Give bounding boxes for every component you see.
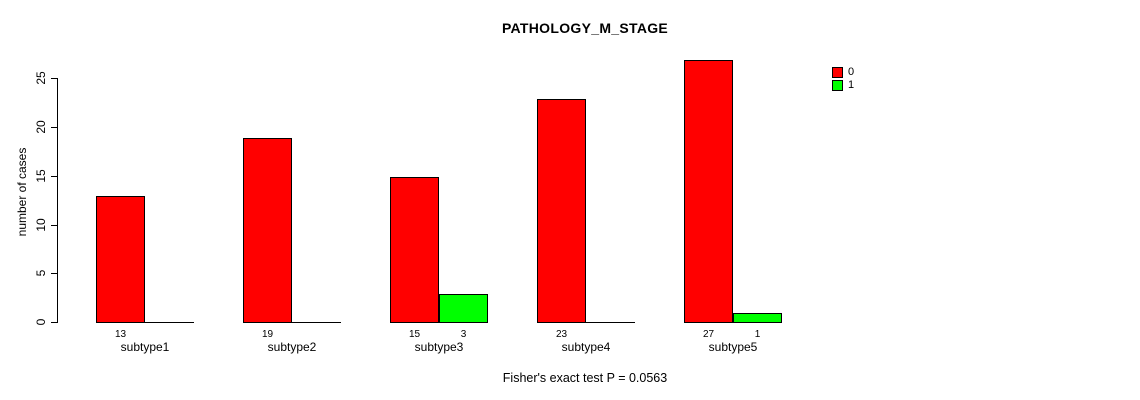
category-label-subtype2: subtype2 bbox=[267, 340, 317, 354]
value-label-0-subtype1: 13 bbox=[114, 329, 127, 340]
legend-swatch-0 bbox=[832, 67, 843, 78]
bar-1-subtype3 bbox=[439, 294, 488, 323]
y-axis-tick bbox=[51, 322, 57, 323]
y-axis-tick bbox=[51, 78, 57, 79]
y-axis-tick bbox=[51, 273, 57, 274]
y-tick-label: 25 bbox=[34, 71, 48, 85]
value-label-0-subtype5: 27 bbox=[702, 329, 715, 340]
category-label-subtype5: subtype5 bbox=[708, 340, 758, 354]
bar-0-subtype1 bbox=[96, 196, 145, 323]
value-label-1-subtype3: 3 bbox=[460, 329, 467, 340]
y-tick-label: 10 bbox=[34, 218, 48, 232]
y-tick-label: 15 bbox=[34, 169, 48, 183]
y-tick-label: 20 bbox=[34, 120, 48, 134]
bar-0-subtype2 bbox=[243, 138, 292, 323]
bar-0-subtype5 bbox=[684, 60, 733, 323]
x-baseline-subtype1 bbox=[96, 322, 194, 323]
category-label-subtype3: subtype3 bbox=[414, 340, 464, 354]
value-label-0-subtype2: 19 bbox=[261, 329, 274, 340]
value-label-1-subtype5: 1 bbox=[754, 329, 761, 340]
x-baseline-subtype4 bbox=[537, 322, 635, 323]
x-baseline-subtype2 bbox=[243, 322, 341, 323]
category-label-subtype4: subtype4 bbox=[561, 340, 611, 354]
y-axis-tick bbox=[51, 176, 57, 177]
bar-1-subtype5 bbox=[733, 313, 782, 323]
y-axis-tick bbox=[51, 127, 57, 128]
chart-title: PATHOLOGY_M_STAGE bbox=[501, 20, 669, 36]
annotation-text: Fisher's exact test P = 0.0563 bbox=[502, 371, 668, 385]
value-label-0-subtype3: 15 bbox=[408, 329, 421, 340]
value-label-0-subtype4: 23 bbox=[555, 329, 568, 340]
bar-0-subtype3 bbox=[390, 177, 439, 323]
legend-label-1: 1 bbox=[848, 79, 855, 91]
legend-label-0: 0 bbox=[848, 66, 855, 78]
legend-swatch-1 bbox=[832, 80, 843, 91]
y-axis-line bbox=[57, 78, 58, 323]
y-tick-label: 0 bbox=[34, 318, 48, 326]
y-axis-tick bbox=[51, 225, 57, 226]
category-label-subtype1: subtype1 bbox=[120, 340, 170, 354]
bar-0-subtype4 bbox=[537, 99, 586, 323]
y-tick-label: 5 bbox=[34, 269, 48, 277]
